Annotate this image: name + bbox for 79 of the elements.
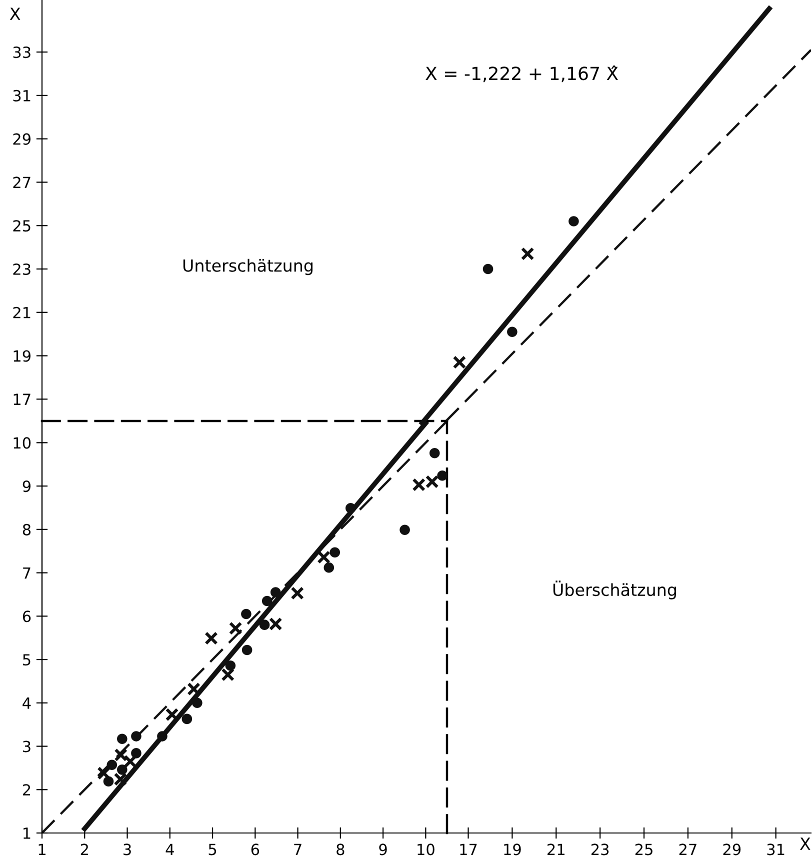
y-tick-label: 29 bbox=[13, 133, 31, 145]
point bbox=[452, 356, 466, 369]
annotation: Unterschätzung bbox=[183, 258, 312, 276]
x-tick-label: 17 bbox=[460, 844, 477, 856]
point bbox=[346, 503, 356, 514]
point bbox=[317, 550, 330, 564]
point bbox=[131, 731, 142, 742]
y-tick-label: 7 bbox=[23, 567, 30, 579]
point bbox=[259, 620, 270, 630]
y-tick-label: 8 bbox=[22, 524, 31, 536]
point bbox=[507, 326, 518, 338]
x-tick-label: 6 bbox=[251, 844, 260, 856]
y-tick-label: 1 bbox=[24, 828, 30, 839]
point bbox=[482, 264, 494, 274]
y-tick-label: 33 bbox=[13, 46, 30, 58]
y-tick-label: 6 bbox=[22, 610, 31, 622]
x-tick-label: 29 bbox=[723, 844, 741, 856]
point bbox=[187, 682, 200, 696]
point bbox=[114, 748, 128, 762]
y-tick-label: 27 bbox=[13, 176, 30, 188]
y-tick-label: 25 bbox=[13, 220, 30, 232]
point bbox=[204, 632, 218, 645]
point bbox=[228, 622, 242, 635]
point bbox=[520, 247, 534, 260]
x-tick-label: 3 bbox=[124, 844, 131, 856]
point bbox=[116, 764, 128, 775]
x-tick-label: 10 bbox=[418, 844, 434, 856]
point bbox=[131, 748, 142, 758]
x-tick-label: 23 bbox=[591, 844, 609, 856]
point bbox=[192, 698, 202, 708]
y-tick-label: 4 bbox=[22, 698, 31, 709]
y-tick-label: 9 bbox=[22, 480, 31, 492]
x-tick-label: 31 bbox=[767, 844, 784, 856]
x-tick-label: 1 bbox=[38, 844, 46, 856]
point bbox=[106, 760, 118, 770]
point bbox=[290, 586, 304, 600]
x-tick-label: 25 bbox=[635, 844, 652, 856]
x-tick-label: 19 bbox=[504, 844, 521, 856]
x-tick-label: 5 bbox=[208, 844, 216, 856]
point bbox=[225, 660, 236, 671]
y-tick-label: 21 bbox=[13, 306, 30, 318]
point bbox=[270, 587, 281, 598]
x-tick-label: 7 bbox=[294, 844, 302, 856]
x-tick-label: 27 bbox=[679, 844, 696, 856]
x-tick-label: 4 bbox=[166, 844, 174, 856]
x-axis-title: X bbox=[800, 838, 810, 850]
y-tick-label: 31 bbox=[13, 90, 30, 102]
point bbox=[324, 562, 334, 573]
point bbox=[242, 644, 252, 656]
annotation: X = -1,222 + 1,167 X̂ bbox=[426, 66, 618, 82]
x-tick-label: 9 bbox=[379, 844, 387, 856]
annotation: Überschätzung bbox=[553, 580, 676, 600]
point bbox=[568, 216, 579, 226]
y-tick-label: 23 bbox=[13, 263, 30, 276]
point bbox=[124, 754, 137, 768]
y-tick-label: 5 bbox=[23, 654, 30, 666]
point bbox=[330, 547, 340, 558]
point bbox=[221, 668, 235, 682]
point bbox=[268, 617, 282, 631]
y-tick-label: 19 bbox=[14, 350, 31, 362]
point bbox=[437, 470, 447, 481]
x-tick-label: 21 bbox=[548, 844, 564, 856]
point bbox=[400, 524, 410, 536]
point bbox=[157, 731, 168, 742]
point bbox=[97, 766, 110, 780]
point bbox=[114, 772, 128, 786]
point bbox=[116, 734, 128, 744]
point bbox=[182, 714, 192, 724]
point bbox=[165, 708, 179, 722]
y-tick-label: 2 bbox=[22, 784, 30, 796]
y-tick-label: 10 bbox=[14, 437, 31, 449]
y-axis-title: X bbox=[10, 8, 20, 20]
y-tick-label: 3 bbox=[23, 740, 30, 752]
x-tick-label: 2 bbox=[80, 844, 88, 856]
point bbox=[262, 596, 272, 606]
x-tick-label: 8 bbox=[336, 844, 344, 856]
y-tick-label: 17 bbox=[14, 394, 30, 405]
point bbox=[429, 448, 440, 458]
point bbox=[241, 608, 252, 620]
